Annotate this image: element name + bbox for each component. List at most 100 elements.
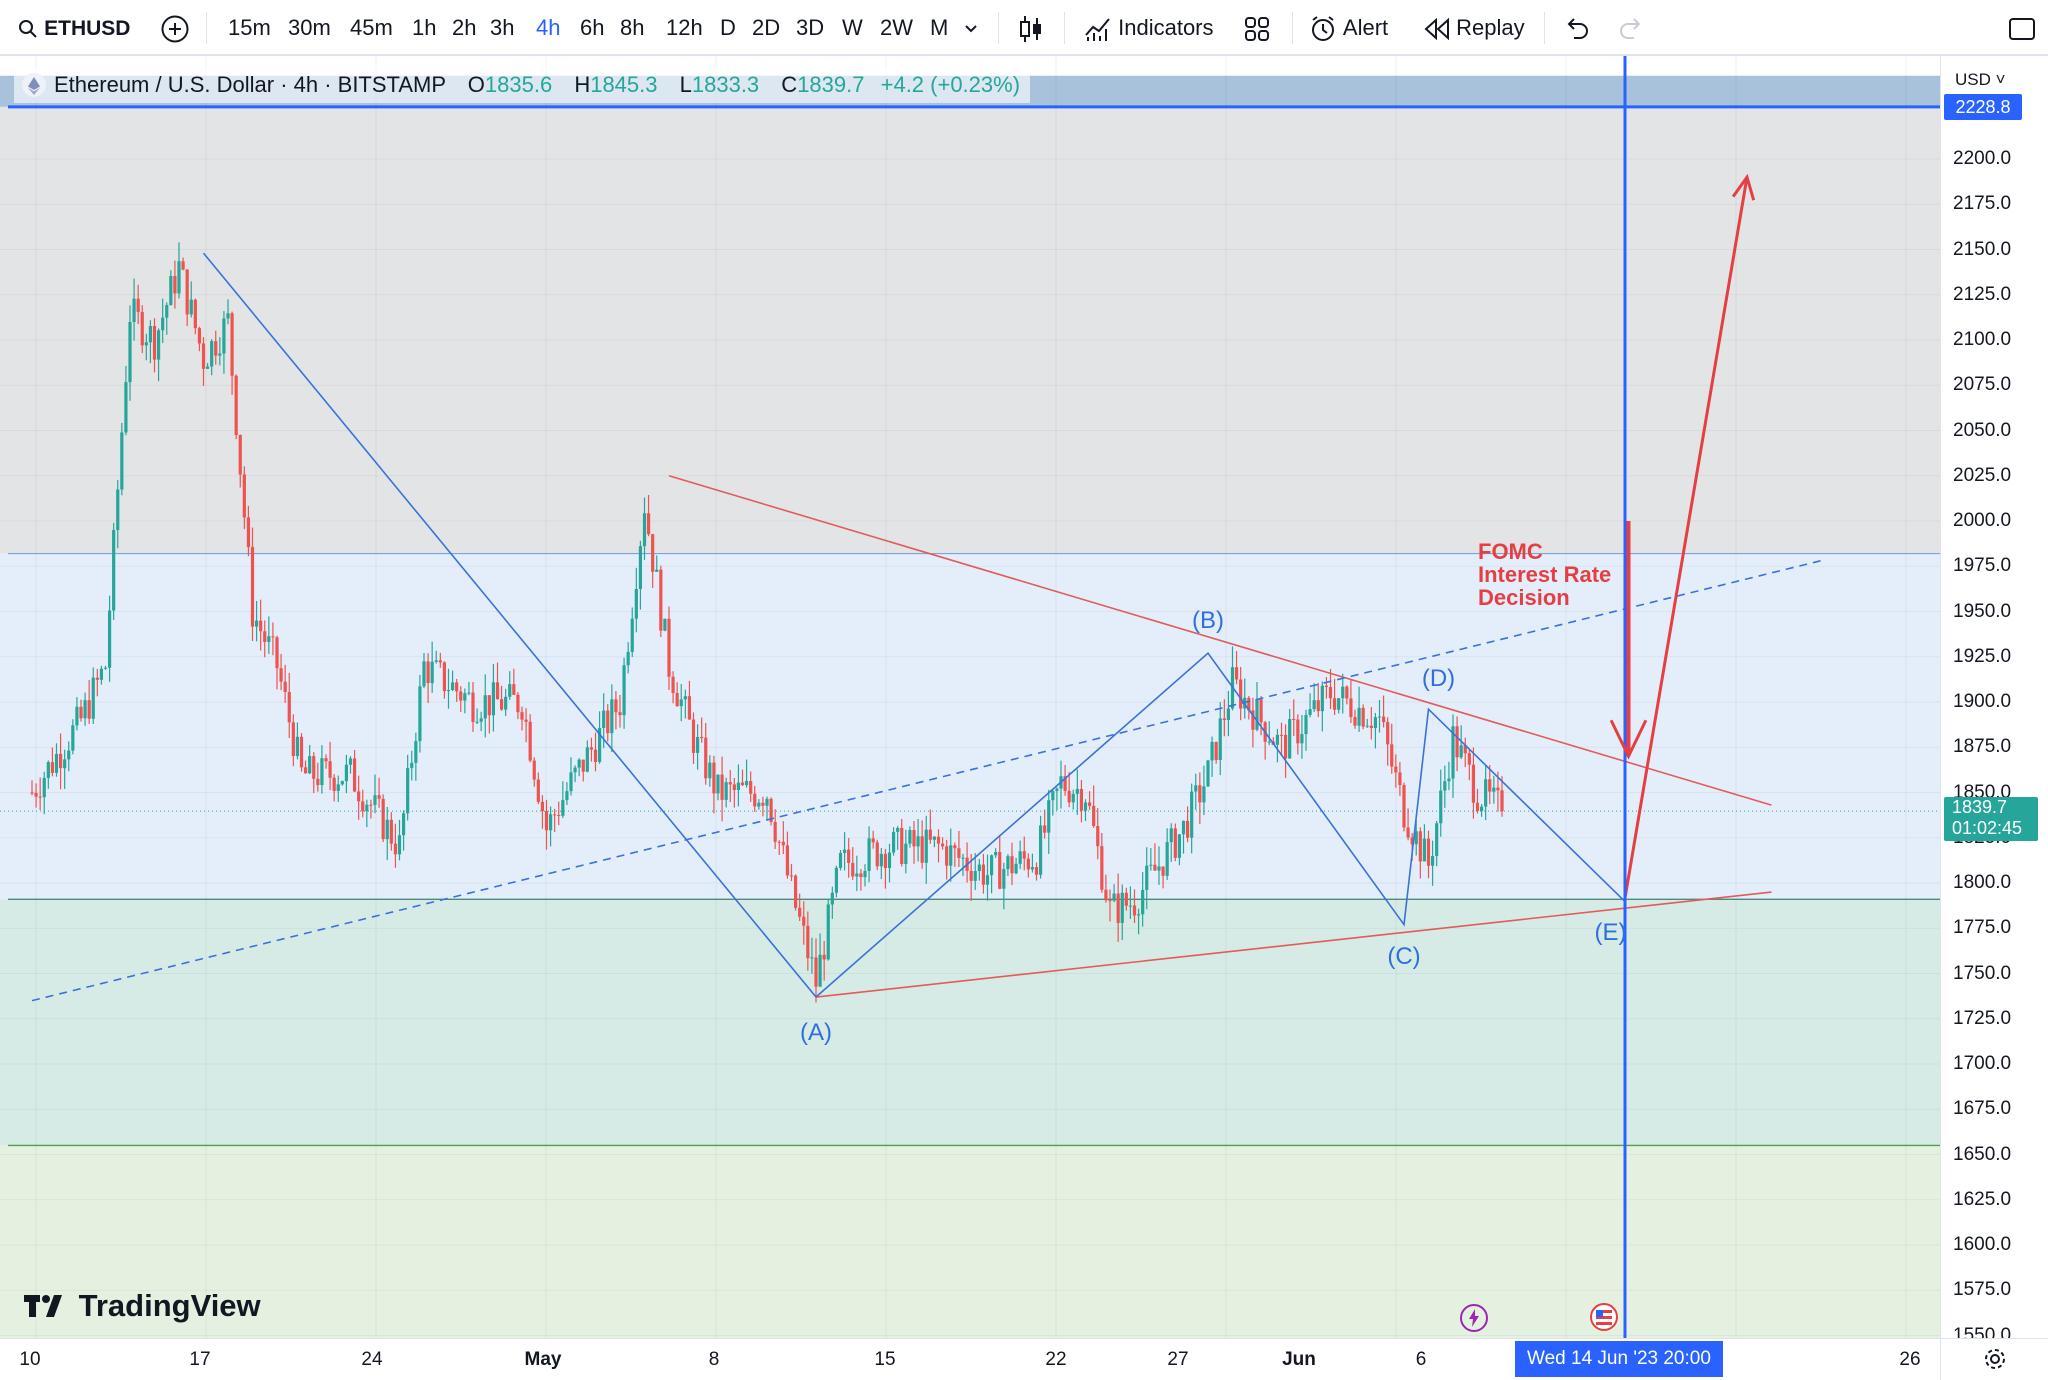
candle-body (271, 636, 275, 638)
candle (152, 318, 157, 373)
candle (1422, 824, 1427, 862)
candle-body (320, 758, 324, 786)
candle-body (389, 819, 393, 844)
interval-tab-6h[interactable]: 6h (580, 15, 605, 40)
candle (291, 714, 295, 767)
interval-tab-d[interactable]: D (720, 15, 736, 40)
time-tick-label: 6 (1415, 1349, 1427, 1370)
candle (630, 607, 634, 658)
interval-tab-1h[interactable]: 1h (412, 15, 437, 40)
chart-settings-button[interactable] (1940, 1338, 2048, 1380)
candle-body (1312, 700, 1316, 710)
candle (704, 723, 708, 785)
fomc-arrow-head (1609, 719, 1648, 760)
currency-label: USD (1955, 70, 1991, 89)
price-axis[interactable]: USD ˅ 2200.0 2175.0 2150.0 2125.0 2100.0 2075… (1940, 56, 2048, 1345)
interval-tab-45m[interactable]: 45m (350, 15, 393, 40)
candle-body (867, 838, 871, 871)
interval-tab-4h[interactable]: 4h (536, 15, 561, 40)
legend-high-key: H (574, 72, 591, 97)
interval-tab-15m[interactable]: 15m (228, 15, 271, 40)
currency-selector[interactable]: USD ˅ (1955, 70, 2006, 90)
undo-button[interactable] (1564, 0, 1590, 56)
candle (87, 680, 91, 724)
candle (1198, 772, 1202, 824)
candle (197, 326, 202, 352)
candle (201, 337, 206, 387)
price-tick-label: 2050.0 (1953, 419, 2012, 441)
interval-tab-m[interactable]: M (930, 15, 949, 40)
redo-button[interactable] (1618, 0, 1644, 56)
chevron-down-icon: ˅ (1995, 70, 2006, 89)
candle-body (1034, 867, 1039, 875)
candle-body (524, 719, 528, 722)
fomc-annotation[interactable]: FOMC Interest Rate Decision (1478, 540, 1611, 609)
interval-tab-12h[interactable]: 12h (666, 15, 703, 40)
candle (140, 305, 144, 354)
candle (687, 680, 692, 720)
interval-tab-2w[interactable]: 2W (880, 15, 913, 40)
alert-button[interactable]: Alert (1310, 0, 1388, 56)
fomc-line-3: Decision (1478, 585, 1570, 610)
candle-body (1136, 914, 1141, 916)
symbol-legend[interactable]: Ethereum / U.S. Dollar · 4h · BITSTAMP O… (14, 67, 1031, 103)
candle (936, 829, 941, 863)
candle-body (597, 727, 602, 762)
interval-tab-2d[interactable]: 2D (752, 15, 781, 40)
candle (1055, 787, 1059, 811)
indicators-button[interactable]: Indicators (1084, 0, 1214, 56)
interval-tab-3d[interactable]: 3D (796, 15, 825, 40)
interval-more-button[interactable] (964, 0, 978, 56)
interval-tab-30m[interactable]: 30m (288, 15, 331, 40)
candle (520, 706, 524, 731)
event-lightning-icon[interactable] (1460, 1304, 1488, 1332)
candle (651, 533, 655, 588)
toolbar-divider (998, 12, 999, 44)
candle-body (691, 719, 696, 753)
candle-body (467, 692, 471, 694)
tradingview-watermark[interactable]: TradingView (24, 1288, 261, 1324)
candle (1100, 832, 1104, 893)
candle (736, 764, 741, 807)
interval-tab-w[interactable]: W (842, 15, 863, 40)
interval-tab-8h[interactable]: 8h (620, 15, 645, 40)
time-axis[interactable]: 10 17 24 May 8 15 22 27 Jun 6 26 Wed 14 Jun '23 20… (0, 1338, 1940, 1380)
candle-body (1157, 866, 1161, 871)
candle-body (716, 774, 720, 794)
layouts-button[interactable] (1244, 0, 1270, 56)
economic-event-flag-icon[interactable] (1590, 1303, 1618, 1331)
chart-pane[interactable] (0, 56, 1940, 1338)
candle-body (618, 712, 622, 716)
symbol-search-button[interactable]: ETHUSD (18, 0, 130, 56)
candle (1190, 783, 1194, 854)
candle-body (1067, 790, 1071, 803)
candle (589, 737, 594, 762)
candle-body (1149, 864, 1153, 866)
candle-body (1018, 851, 1022, 864)
plus-circle-icon (161, 15, 189, 43)
candle-body (687, 696, 692, 720)
compare-add-button[interactable] (160, 0, 190, 56)
candle (695, 724, 700, 770)
interval-tab-3h[interactable]: 3h (490, 15, 515, 40)
candle (675, 682, 679, 707)
chart-type-button[interactable] (1018, 0, 1044, 56)
candle-body (1304, 714, 1308, 735)
candle (483, 674, 487, 738)
candle-body (210, 341, 214, 367)
candle-body (352, 758, 357, 792)
candle (928, 809, 932, 844)
interval-tab-2h[interactable]: 2h (452, 15, 477, 40)
candle-body (573, 767, 577, 773)
candle (348, 756, 353, 774)
candle (75, 697, 79, 731)
candle-body (1406, 827, 1410, 838)
candle (957, 830, 961, 868)
candle (945, 839, 949, 880)
candle (173, 260, 177, 309)
candle-body (1475, 802, 1480, 811)
fullscreen-button[interactable] (2008, 0, 2036, 56)
replay-button[interactable]: Replay (1424, 0, 1525, 56)
candle-body (569, 772, 573, 792)
candle-body (1288, 719, 1292, 759)
